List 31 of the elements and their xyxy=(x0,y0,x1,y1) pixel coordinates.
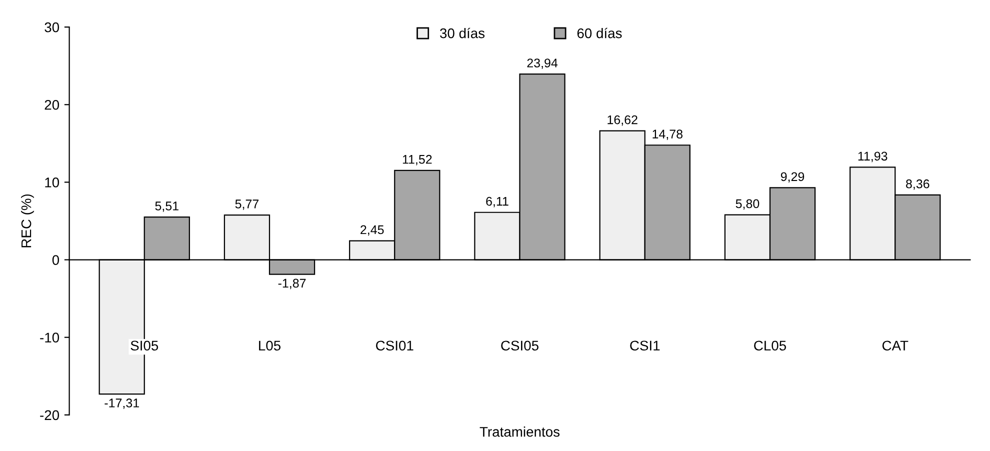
y-tick-label: 30 xyxy=(44,22,60,32)
legend-label: 60 días xyxy=(577,28,622,38)
data-label: 9,29 xyxy=(780,172,804,183)
x-tick-label: CSI01 xyxy=(376,340,414,351)
x-tick-label: CL05 xyxy=(754,340,786,351)
y-tick-label: 10 xyxy=(45,178,60,188)
data-label: 5,80 xyxy=(736,199,760,210)
y-axis-title: REC (%) xyxy=(21,194,34,248)
x-tick-label: CSI05 xyxy=(501,340,538,351)
data-label: 5,77 xyxy=(235,200,259,210)
data-label: 8,36 xyxy=(906,179,930,190)
data-label: 11,52 xyxy=(402,154,432,166)
data-label: -17,31 xyxy=(104,398,139,409)
legend-label: 30 días xyxy=(440,28,485,38)
data-label: 11,93 xyxy=(858,152,888,162)
data-label: 5,51 xyxy=(155,202,178,212)
data-label: 16,62 xyxy=(608,115,638,126)
data-label: 23,94 xyxy=(527,58,558,69)
data-label: -1,87 xyxy=(278,278,306,290)
x-tick-label: CAT xyxy=(882,340,908,351)
data-label: 14,78 xyxy=(652,130,682,140)
y-tick-label: 20 xyxy=(44,100,60,110)
y-tick-label: -20 xyxy=(40,410,60,420)
x-axis-title: Tratamientos xyxy=(480,426,560,437)
x-tick-label: SI05 xyxy=(130,340,158,351)
y-tick-label: 0 xyxy=(52,255,60,265)
y-tick-label: -10 xyxy=(40,332,60,343)
data-label: 2,45 xyxy=(360,225,384,236)
data-label: 6,11 xyxy=(486,196,508,208)
x-tick-label: CSI1 xyxy=(630,340,660,351)
x-tick-label: L05 xyxy=(259,340,281,351)
